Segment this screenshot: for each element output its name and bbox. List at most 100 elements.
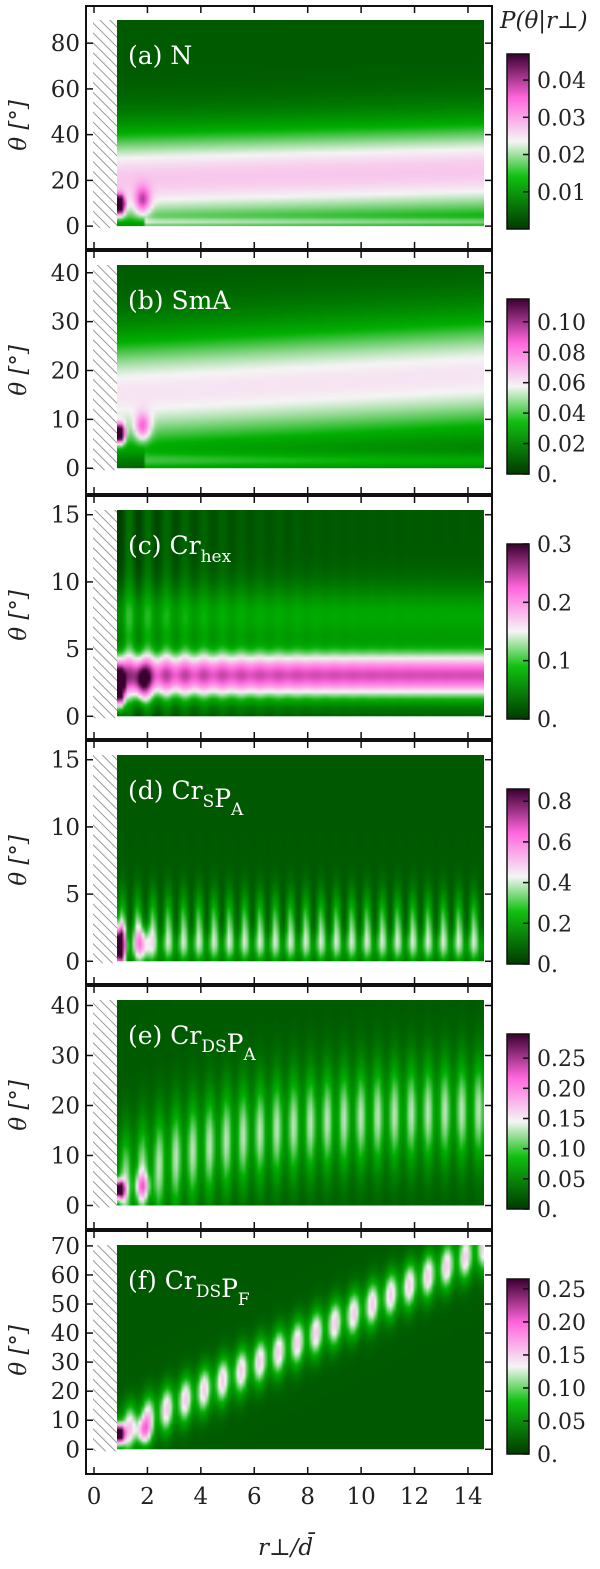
colorbar: 0. 0.02 0.04 0.06 0.08 0.10 bbox=[506, 298, 586, 488]
x-tick-label: 2 bbox=[140, 1484, 155, 1510]
y-tick-label: 15 bbox=[51, 748, 80, 774]
colorbar: 0. 0.2 0.4 0.6 0.8 bbox=[506, 788, 572, 978]
colorbar-gradient bbox=[506, 543, 530, 720]
panel-label: (c) Crhex bbox=[128, 531, 232, 567]
y-axis-title: θ [°] bbox=[6, 590, 32, 641]
panel-frame bbox=[85, 985, 493, 1230]
y-tick-label: 40 bbox=[51, 1321, 80, 1347]
y-tick-label: 10 bbox=[51, 1408, 80, 1434]
panel-label-subscript: F bbox=[238, 1290, 250, 1310]
y-tick-label: 20 bbox=[51, 168, 80, 194]
colorbar-tick-label: 0.1 bbox=[537, 650, 572, 675]
y-tick-label: 60 bbox=[51, 1263, 80, 1289]
y-tick-label: 70 bbox=[51, 1234, 80, 1260]
panel-label-subscript: DS bbox=[196, 1282, 221, 1302]
y-tick-label: 50 bbox=[51, 1292, 80, 1318]
heatmap-image bbox=[117, 265, 484, 469]
panel-frame bbox=[85, 250, 493, 495]
x-tick-label: 14 bbox=[453, 1484, 482, 1510]
panel-c: 0 5 10 15 θ [°] (c) Crhex 0. 0.1 0.2 0.3 bbox=[6, 495, 572, 740]
colorbar-gradient bbox=[506, 298, 530, 475]
y-tick-label: 60 bbox=[51, 77, 80, 103]
x-tick-label: 4 bbox=[194, 1484, 209, 1510]
colorbar-tick-label: 0.25 bbox=[537, 1278, 586, 1303]
panel-label-prefix: (f) bbox=[128, 1266, 165, 1295]
x-axis-title: r⊥/d̄ bbox=[258, 1533, 316, 1561]
y-axis-title: θ [°] bbox=[6, 1080, 32, 1131]
panel-label-prefix: (a) bbox=[128, 41, 170, 70]
colorbar-tick-label: 0.04 bbox=[537, 69, 586, 94]
colorbar-tick-label: 0. bbox=[537, 463, 558, 488]
y-tick-label: 20 bbox=[51, 1094, 80, 1120]
colorbar-tick-label: 0.8 bbox=[537, 790, 572, 815]
panel-label: (f) CrDSPF bbox=[128, 1266, 250, 1310]
panel-label-main: Cr bbox=[171, 776, 202, 805]
panel-f: 0 10 20 30 40 50 60 70 θ [°] (f) CrDSPF 0. 0.05 0.10… bbox=[6, 1230, 586, 1475]
panel-label-prefix: (e) bbox=[128, 1021, 170, 1050]
y-tick-label: 10 bbox=[51, 407, 80, 433]
y-tick-label: 10 bbox=[51, 1144, 80, 1170]
panel-label-main: Cr bbox=[169, 531, 200, 560]
colorbar: 0. 0.1 0.2 0.3 bbox=[506, 533, 572, 733]
panel-label-prefix: (b) bbox=[128, 286, 171, 315]
panel-frame bbox=[85, 495, 493, 740]
colorbar-tick-label: 0.10 bbox=[537, 1138, 586, 1163]
colorbar-gradient bbox=[506, 53, 530, 230]
panel-frame bbox=[85, 5, 493, 250]
colorbar-tick-label: 0.2 bbox=[537, 591, 572, 616]
y-tick-label: 10 bbox=[51, 815, 80, 841]
panel-label-prefix: (d) bbox=[128, 776, 171, 805]
colorbar-tick-label: 0.20 bbox=[537, 1311, 586, 1336]
colorbar-tick-label: 0.6 bbox=[537, 831, 572, 856]
panel-label-main: Cr bbox=[170, 1021, 201, 1050]
panel-label-main: P bbox=[227, 1029, 244, 1058]
colorbar-gradient bbox=[506, 1278, 530, 1455]
panel-label-subscript: hex bbox=[201, 547, 232, 567]
colorbar-tick-label: 0.06 bbox=[537, 372, 586, 397]
heatmap-image bbox=[117, 1245, 484, 1450]
colorbar-tick-label: 0.10 bbox=[537, 1377, 586, 1402]
y-axis-title: θ [°] bbox=[6, 1325, 32, 1376]
wall-hatch bbox=[93, 265, 117, 471]
colorbar-title: P(θ|r⊥) bbox=[499, 8, 588, 34]
panel-label: (b) SmA bbox=[128, 286, 231, 315]
colorbar-tick-label: 0.02 bbox=[537, 433, 586, 458]
y-axis-title: θ [°] bbox=[6, 100, 32, 151]
x-tick-label: 8 bbox=[300, 1484, 315, 1510]
colorbar: 0.01 0.02 0.03 0.04 bbox=[506, 53, 586, 230]
colorbar: 0. 0.05 0.10 0.15 0.20 0.25 bbox=[506, 1278, 586, 1468]
panel-label-subscript: A bbox=[230, 800, 244, 820]
panel-label-main: N bbox=[170, 41, 192, 70]
y-tick-label: 0 bbox=[65, 1194, 80, 1220]
y-tick-label: 0 bbox=[65, 949, 80, 975]
panel-label: (a) N bbox=[128, 41, 192, 70]
x-tick-label: 12 bbox=[400, 1484, 429, 1510]
y-tick-label: 10 bbox=[51, 570, 80, 596]
colorbar-tick-label: 0. bbox=[537, 1443, 558, 1468]
wall-hatch bbox=[93, 755, 117, 964]
y-tick-label: 20 bbox=[51, 359, 80, 385]
panel-label-subscript: S bbox=[203, 792, 215, 812]
colorbar-tick-label: 0.02 bbox=[537, 144, 586, 169]
wall-hatch bbox=[93, 1000, 117, 1208]
panel-label-subscript: A bbox=[242, 1045, 256, 1065]
panel-label-prefix: (c) bbox=[128, 531, 169, 560]
colorbar-tick-label: 0.04 bbox=[537, 402, 586, 427]
colorbar-tick-label: 0.05 bbox=[537, 1410, 586, 1435]
y-tick-label: 0 bbox=[65, 704, 80, 730]
panel-a: 0 20 40 60 80 θ [°] (a) N 0.01 0.02 0.03 0.04 bbox=[6, 5, 586, 250]
panel-label-subscript: DS bbox=[201, 1037, 226, 1057]
colorbar-gradient bbox=[506, 788, 530, 965]
panel-label-main: P bbox=[214, 784, 231, 813]
colorbar-tick-label: 0.15 bbox=[537, 1107, 586, 1132]
panel-label: (e) CrDSPA bbox=[128, 1021, 256, 1065]
colorbar-tick-label: 0. bbox=[537, 953, 558, 978]
colorbar-tick-label: 0.20 bbox=[537, 1077, 586, 1102]
y-tick-label: 40 bbox=[51, 123, 80, 149]
y-axis-title: θ [°] bbox=[6, 835, 32, 886]
panel-label: (d) CrSPA bbox=[128, 776, 244, 820]
colorbar-tick-label: 0.4 bbox=[537, 872, 572, 897]
wall-hatch bbox=[93, 1245, 117, 1452]
